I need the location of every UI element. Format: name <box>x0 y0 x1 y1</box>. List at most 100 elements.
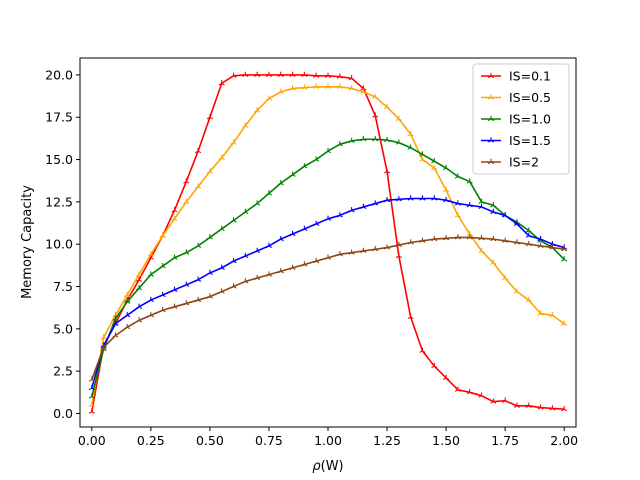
data-point-marker <box>174 257 178 260</box>
data-point-marker <box>289 233 293 237</box>
data-point-marker <box>230 286 234 289</box>
data-point-marker <box>457 203 461 206</box>
data-point-marker <box>348 77 352 81</box>
data-point-marker <box>481 237 485 241</box>
data-point-marker <box>561 408 565 412</box>
data-point-marker <box>454 176 459 179</box>
data-point-marker <box>469 204 473 208</box>
data-point-marker <box>159 265 163 269</box>
data-point-marker <box>88 387 93 391</box>
data-point-marker <box>221 82 225 86</box>
series-lines <box>88 71 568 414</box>
data-point-marker <box>171 257 175 260</box>
data-point-marker <box>301 87 305 90</box>
data-point-marker <box>386 106 391 110</box>
data-point-marker <box>221 291 225 294</box>
data-point-marker <box>301 228 305 232</box>
data-point-marker <box>445 189 450 193</box>
data-point-marker <box>537 407 541 410</box>
data-point-marker <box>265 74 270 78</box>
data-point-marker <box>324 257 329 260</box>
data-point-marker <box>383 106 388 110</box>
legend-entry: IS=1.0 <box>481 112 551 127</box>
data-point-marker <box>218 291 222 294</box>
data-point-marker <box>103 336 107 340</box>
data-point-marker <box>386 199 391 203</box>
data-point-marker <box>206 296 211 299</box>
data-point-marker <box>563 258 568 262</box>
data-point-marker <box>351 140 355 144</box>
data-point-marker <box>454 214 459 218</box>
data-point-marker <box>360 91 364 94</box>
data-point-marker <box>135 319 140 323</box>
data-point-marker <box>469 181 473 184</box>
data-point-marker <box>150 299 154 303</box>
data-point-marker <box>434 238 438 242</box>
legend-entry: IS=2 <box>481 155 539 170</box>
data-point-marker <box>304 264 308 267</box>
data-point-marker <box>135 306 140 309</box>
data-point-marker <box>327 75 332 78</box>
data-point-marker <box>313 86 317 89</box>
data-point-marker <box>493 401 497 404</box>
data-point-marker <box>395 244 400 248</box>
data-point-marker <box>209 272 213 276</box>
data-point-marker <box>254 203 258 206</box>
data-point-marker <box>336 214 341 218</box>
data-point-marker <box>383 247 388 250</box>
data-point-marker <box>552 247 556 250</box>
x-axis-title-suffix: (W) <box>321 459 344 474</box>
data-point-marker <box>549 314 553 318</box>
data-point-marker <box>502 400 506 403</box>
data-point-marker <box>324 218 329 221</box>
data-point-marker <box>443 189 447 193</box>
data-point-marker <box>100 336 104 340</box>
data-point-marker <box>242 280 246 284</box>
data-point-marker <box>552 314 556 318</box>
data-point-marker <box>528 405 532 408</box>
data-point-marker <box>313 223 317 226</box>
data-point-marker <box>324 86 329 89</box>
data-point-marker <box>124 314 128 318</box>
data-point-marker <box>115 335 119 338</box>
data-point-marker <box>313 159 317 162</box>
data-point-marker <box>197 150 202 154</box>
data-point-marker <box>431 167 435 171</box>
data-point-marker <box>138 319 143 323</box>
data-point-marker <box>422 154 426 157</box>
data-point-marker <box>124 326 128 330</box>
data-point-marker <box>540 407 544 410</box>
data-point-marker <box>395 255 400 259</box>
data-point-marker <box>292 174 296 177</box>
legend-entry: IS=0.5 <box>481 90 551 105</box>
data-point-marker <box>493 211 497 215</box>
data-point-marker <box>372 203 376 206</box>
data-point-marker <box>336 86 341 89</box>
legend-label: IS=2 <box>509 155 539 170</box>
data-point-marker <box>490 75 495 79</box>
data-point-marker <box>561 248 565 252</box>
data-point-marker <box>88 404 93 408</box>
data-point-marker <box>304 228 308 232</box>
data-point-marker <box>490 238 494 242</box>
data-point-marker <box>487 118 492 122</box>
data-point-marker <box>280 74 284 78</box>
data-point-marker <box>502 240 506 243</box>
data-point-marker <box>277 74 282 78</box>
data-point-marker <box>419 198 423 201</box>
data-point-marker <box>315 223 320 226</box>
data-point-marker <box>528 299 532 303</box>
data-point-marker <box>487 97 492 100</box>
data-point-marker <box>265 274 270 277</box>
data-point-marker <box>268 274 273 277</box>
data-point-marker <box>410 133 414 137</box>
data-point-marker <box>88 396 93 399</box>
data-point-marker <box>245 74 249 78</box>
data-point-marker <box>398 198 402 202</box>
data-point-marker <box>490 204 494 208</box>
data-point-marker <box>336 253 341 257</box>
y-tick-label: 7.5 <box>53 279 73 294</box>
data-point-marker <box>516 242 521 245</box>
data-point-marker <box>138 306 143 309</box>
